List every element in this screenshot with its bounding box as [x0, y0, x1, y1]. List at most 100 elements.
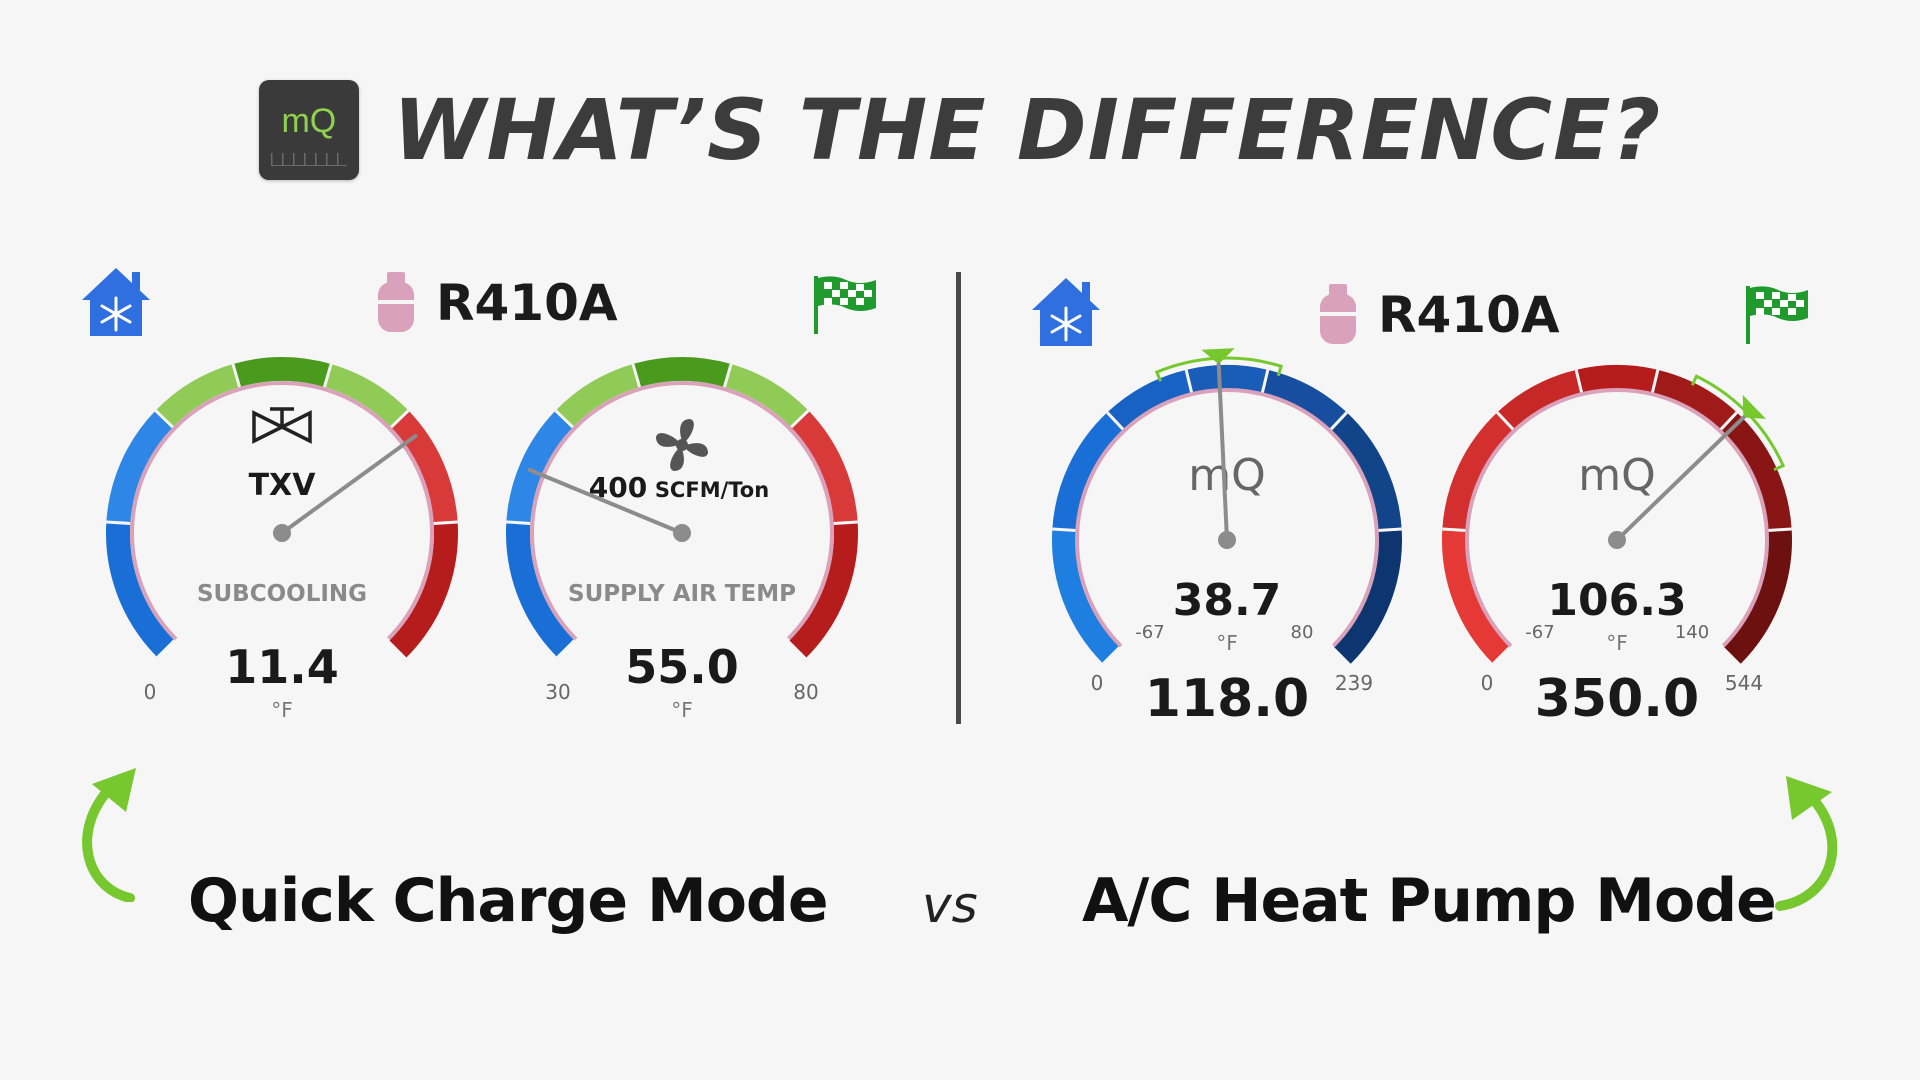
gauge-arc-separator	[390, 409, 410, 429]
gauge-arc-segment	[1442, 412, 1514, 531]
heat-pump-panel: R410A mQ 38.7 °F -67 80 118.0 0 239	[1000, 250, 1860, 750]
refrigerant-tank-icon	[378, 272, 414, 332]
checkered-flag-icon[interactable]	[812, 274, 880, 336]
gauge-arc-separator	[1496, 411, 1515, 431]
gauge-arc-separator	[1492, 645, 1512, 665]
gauge-label: SUBCOOLING	[197, 581, 367, 607]
inner-max: 140	[1675, 622, 1709, 643]
inner-value: 106.3	[1547, 575, 1686, 626]
refrigerant-tank-icon	[1320, 284, 1356, 344]
gauge-arc-segment	[789, 521, 858, 658]
gauge-value: 118.0	[1145, 669, 1309, 729]
curved-arrow-icon	[82, 768, 136, 902]
gauge-arc-segment	[1052, 412, 1124, 531]
quick-charge-panel: R410A TXV SUBCOOLING 11.4 °F 0	[50, 250, 890, 750]
gauge-arc-separator	[1442, 527, 1467, 533]
target-airflow-unit: SCFM/Ton	[655, 478, 769, 502]
inner-min: -67	[1525, 622, 1554, 643]
gauge-needle	[1216, 362, 1236, 549]
gauge-arc-segment	[324, 363, 409, 428]
heat-pump-mode-label: A/C Heat Pump Mode	[1082, 866, 1777, 936]
gauge-arc-separator	[1184, 369, 1194, 394]
gauge-min: 0	[1091, 671, 1104, 695]
inner-unit: °F	[1216, 631, 1238, 655]
gauge-arc-segment	[790, 410, 858, 524]
logo-text: mQ	[281, 102, 337, 140]
txv-label: TXV	[249, 468, 317, 503]
gauge-arc-separator	[1329, 411, 1348, 431]
gauge-arc	[506, 357, 858, 659]
gauge-arc-separator	[322, 363, 333, 388]
curved-arrow-icon	[1775, 776, 1838, 911]
gauge-max: 239	[1335, 671, 1373, 695]
header: mQ WHAT’S THE DIFFERENCE?	[0, 78, 1920, 182]
gauge-arc-segment	[1107, 369, 1193, 431]
gauge-label: SUPPLY AIR TEMP	[568, 581, 796, 607]
gauge-arc-separator	[231, 363, 242, 388]
gauge-arc-segment	[1497, 369, 1583, 431]
gauge-arc-segment	[1186, 365, 1268, 394]
needle-line	[1216, 362, 1229, 542]
home-snowflake-icon[interactable]	[80, 264, 152, 340]
gauge-arc-separator	[1106, 411, 1125, 431]
gauge-value: 55.0	[625, 640, 739, 694]
needle-hub	[673, 524, 691, 542]
gauge-arc-segment	[632, 357, 732, 388]
gauge-value: 350.0	[1535, 669, 1699, 729]
gauge-arc-separator	[1767, 527, 1792, 533]
subcooling-gauge: TXV SUBCOOLING 11.4 °F 0	[50, 345, 458, 745]
gauge-arc-separator	[106, 520, 131, 525]
target-marker	[1201, 348, 1235, 365]
gauge-arc-segment	[1052, 529, 1121, 664]
gauge-arc-segment	[506, 410, 574, 524]
gauge-needle	[273, 434, 418, 542]
gauge-unit: °F	[671, 698, 693, 722]
gauge-arc-segment	[390, 410, 458, 524]
gauge-arc	[1442, 365, 1792, 665]
gauge-arc-segment	[555, 363, 640, 428]
gauge-arc-separator	[1650, 369, 1660, 394]
gauge-arc-segment	[1651, 369, 1737, 431]
gauge-arc-separator	[631, 363, 642, 388]
needle-hub	[1608, 531, 1626, 549]
gauge-value: 11.4	[225, 640, 339, 694]
gauge-arc-segment	[232, 357, 332, 388]
inner-value: 38.7	[1173, 575, 1282, 626]
suction-gauge: mQ 38.7 °F -67 80 118.0 0 239	[1000, 348, 1420, 760]
gauge-max: 544	[1725, 671, 1763, 695]
refrigerant-label: R410A	[436, 274, 618, 332]
gauge-arc-segment	[1330, 412, 1402, 531]
gauge-inner-ring	[1075, 388, 1379, 692]
gauge-arc	[106, 357, 458, 659]
gauge-arc-separator	[1102, 645, 1122, 665]
needle-line	[1615, 415, 1746, 542]
inner-min: -67	[1135, 622, 1164, 643]
needle-line	[527, 467, 684, 535]
target-marker	[1742, 394, 1767, 419]
gauge-arc-separator	[156, 639, 176, 659]
gauge-min: 30	[545, 680, 570, 704]
gauge-unit: °F	[271, 698, 293, 722]
needle-hub	[273, 524, 291, 542]
gauge-max: 80	[793, 680, 818, 704]
gauge-needle	[1608, 415, 1746, 549]
gauge-arc-separator	[722, 363, 733, 388]
app-logo: mQ	[258, 80, 359, 180]
gauge-min: 0	[1481, 671, 1494, 695]
home-snowflake-icon[interactable]	[1030, 274, 1102, 350]
panel-divider	[956, 272, 961, 724]
gauge-arc-segment	[1720, 412, 1792, 531]
logo-ruler	[270, 153, 347, 166]
fan-icon	[656, 419, 708, 471]
txv-valve-icon	[252, 407, 312, 444]
gauge-arc-segment	[1333, 529, 1402, 664]
gauge-arc-segment	[106, 521, 175, 658]
gauge-arc-segment	[1261, 369, 1347, 431]
gauge-arc-segment	[1576, 365, 1658, 394]
gauge-inner-ring	[1465, 388, 1769, 692]
needle-hub	[1218, 531, 1236, 549]
checkered-flag-icon[interactable]	[1744, 284, 1812, 346]
refrigerant-label: R410A	[1378, 286, 1560, 344]
gauge-arc-segment	[506, 521, 575, 658]
gauge-arc-segment	[389, 521, 458, 658]
